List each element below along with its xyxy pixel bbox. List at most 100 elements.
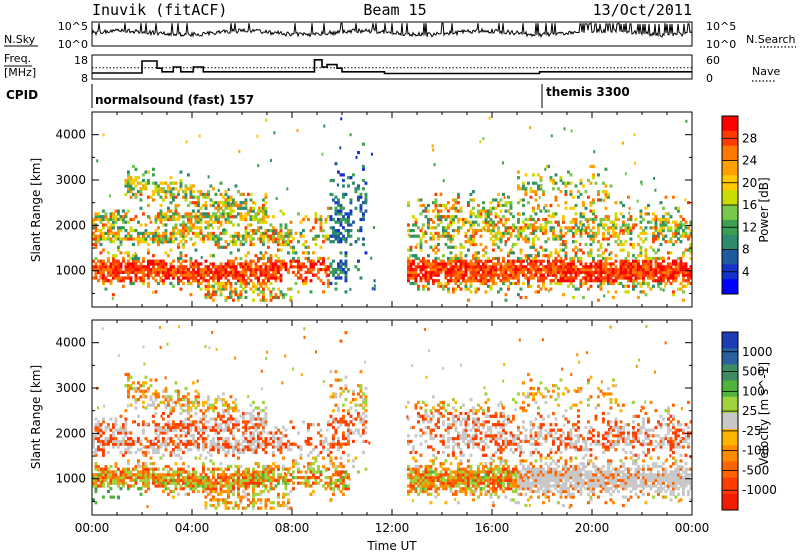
heatmap-cell bbox=[512, 215, 515, 219]
heatmap-cell bbox=[627, 273, 630, 277]
heatmap-cell bbox=[309, 262, 313, 266]
heatmap-cell bbox=[659, 268, 663, 272]
heatmap-cell bbox=[234, 215, 238, 219]
heatmap-cell bbox=[109, 268, 113, 272]
heatmap-cell bbox=[229, 292, 231, 296]
heatmap-cell bbox=[252, 417, 255, 421]
heatmap-cell bbox=[179, 423, 183, 427]
heatmap-cell bbox=[627, 217, 630, 222]
heatmap-cell bbox=[227, 262, 230, 266]
heatmap-cell bbox=[407, 233, 410, 237]
heatmap-cell bbox=[147, 178, 150, 183]
heatmap-cell bbox=[685, 119, 688, 123]
heatmap-cell bbox=[129, 431, 133, 435]
heatmap-cell bbox=[172, 473, 175, 477]
heatmap-cell bbox=[342, 215, 345, 219]
heatmap-cell bbox=[164, 268, 168, 272]
heatmap-cell bbox=[99, 423, 103, 427]
heatmap-cell bbox=[492, 248, 495, 252]
heatmap-cell bbox=[604, 270, 608, 274]
heatmap-cell bbox=[577, 248, 580, 252]
heatmap-cell bbox=[262, 423, 265, 427]
heatmap-cell bbox=[217, 265, 220, 269]
heatmap-cell bbox=[249, 478, 253, 482]
heatmap-cell bbox=[482, 276, 485, 280]
heatmap-cell bbox=[417, 273, 420, 277]
heatmap-cell bbox=[247, 251, 250, 255]
heatmap-cell bbox=[147, 450, 150, 455]
heatmap-cell bbox=[114, 478, 118, 482]
heatmap-cell bbox=[662, 276, 665, 280]
heatmap-cell bbox=[412, 254, 415, 258]
heatmap-cell bbox=[144, 375, 148, 379]
heatmap-cell bbox=[169, 425, 173, 430]
heatmap-cell bbox=[279, 265, 283, 269]
heatmap-cell bbox=[584, 265, 588, 269]
heatmap-cell bbox=[277, 287, 280, 291]
heatmap-cell bbox=[194, 215, 198, 219]
heatmap-cell bbox=[277, 256, 280, 261]
heatmap-cell bbox=[437, 242, 440, 247]
heatmap-cell bbox=[457, 273, 460, 277]
heatmap-cell bbox=[159, 262, 163, 266]
heatmap-cell bbox=[684, 265, 688, 269]
heatmap-cell bbox=[412, 229, 415, 233]
heatmap-cell bbox=[564, 240, 568, 244]
heatmap-cell bbox=[137, 181, 140, 185]
heatmap-cell bbox=[247, 470, 250, 474]
heatmap-cell bbox=[467, 262, 470, 266]
heatmap-cell bbox=[504, 265, 508, 269]
heatmap-cell bbox=[334, 209, 338, 213]
heatmap-cell bbox=[184, 223, 188, 227]
freq-tick-bottom: 8 bbox=[81, 72, 88, 85]
heatmap-cell bbox=[239, 464, 243, 469]
heatmap-cell bbox=[244, 478, 248, 482]
heatmap-cell bbox=[567, 170, 570, 174]
heatmap-cell bbox=[517, 281, 520, 286]
heatmap-cell bbox=[514, 234, 518, 238]
heatmap-cell bbox=[187, 400, 190, 404]
heatmap-cell bbox=[474, 256, 478, 261]
heatmap-cell bbox=[549, 273, 553, 277]
heatmap-cell bbox=[259, 217, 263, 222]
heatmap-cell bbox=[637, 281, 640, 286]
heatmap-cell bbox=[487, 270, 490, 274]
heatmap-cell bbox=[127, 178, 130, 183]
heatmap-cell bbox=[534, 234, 538, 238]
heatmap-cell bbox=[127, 392, 130, 396]
heatmap-cell bbox=[672, 220, 675, 224]
heatmap-cell bbox=[447, 245, 450, 249]
heatmap-cell bbox=[102, 445, 105, 449]
heatmap-cell bbox=[627, 231, 630, 235]
heatmap-cell bbox=[597, 192, 600, 196]
heatmap-cell bbox=[244, 217, 248, 222]
heatmap-cell bbox=[559, 237, 563, 241]
heatmap-cell bbox=[224, 403, 228, 407]
heatmap-cell bbox=[207, 223, 210, 227]
heatmap-cell bbox=[274, 265, 278, 269]
heatmap-cell bbox=[137, 242, 140, 247]
heatmap-cell bbox=[604, 248, 608, 252]
heatmap-cell bbox=[599, 273, 603, 277]
heatmap-cell bbox=[689, 231, 693, 235]
heatmap-cell bbox=[419, 268, 423, 272]
heatmap-cell bbox=[272, 237, 275, 241]
heatmap-cell bbox=[604, 195, 608, 199]
heatmap-cell bbox=[112, 234, 115, 238]
heatmap-cell bbox=[262, 256, 265, 261]
heatmap-cell bbox=[157, 192, 160, 196]
heatmap-cell bbox=[152, 234, 155, 238]
heatmap-cell bbox=[222, 212, 225, 216]
heatmap-cell bbox=[604, 192, 608, 196]
heatmap-cell bbox=[433, 163, 436, 167]
heatmap-cell bbox=[579, 284, 583, 288]
heatmap-cell bbox=[257, 423, 260, 427]
heatmap-cell bbox=[212, 495, 215, 499]
heatmap-cell bbox=[152, 470, 155, 474]
heatmap-cell bbox=[434, 273, 438, 277]
heatmap-cell bbox=[117, 217, 120, 222]
heatmap-cell bbox=[132, 270, 135, 274]
heatmap-cell bbox=[199, 206, 203, 210]
heatmap-cell bbox=[624, 256, 628, 261]
heatmap-cell bbox=[574, 220, 578, 224]
